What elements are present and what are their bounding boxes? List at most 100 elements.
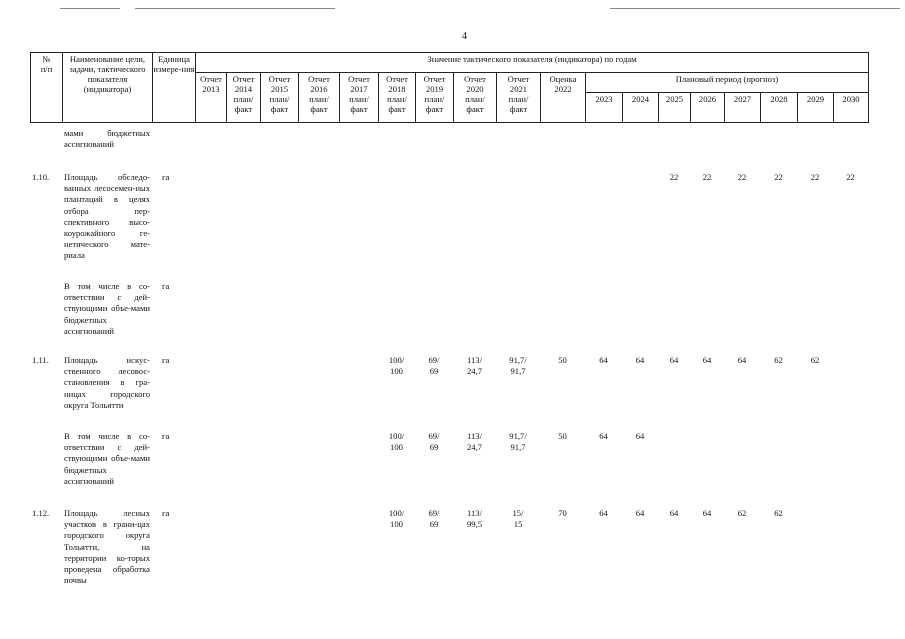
value-cell: 100/ 100	[388, 355, 405, 377]
value-cell	[226, 281, 260, 355]
row-number: 1.11.	[32, 355, 49, 365]
header-year: Оценка 2022	[540, 72, 586, 123]
value-cell	[690, 281, 724, 355]
header-year: Отчет 2013	[195, 72, 227, 123]
value-cell	[833, 431, 868, 508]
value-cell: 22	[669, 172, 679, 182]
value-cell	[195, 508, 226, 598]
value-cell: 50	[558, 355, 567, 365]
value-cell	[760, 281, 797, 355]
header-plan-year: 2024	[622, 92, 659, 123]
value-cell	[622, 128, 658, 172]
value-cell: 62	[774, 355, 783, 365]
value-cell	[226, 431, 260, 508]
indicator-name: Площадь искус-ственного лесовос-становле…	[64, 355, 150, 410]
value-cell	[415, 281, 453, 355]
value-cell: 22	[810, 172, 820, 182]
value-cell	[298, 128, 339, 172]
value-cell: 113/ 99,5	[466, 508, 483, 530]
value-cell	[724, 431, 760, 508]
value-cell: 113/ 24,7	[466, 355, 483, 377]
value-cell	[622, 172, 658, 281]
value-cell	[298, 508, 339, 598]
unit: га	[162, 431, 170, 441]
header-unit: Единица измере-ния	[152, 52, 196, 123]
table-row: 1.10. Площадь обследо-ванных лесосемен-ны…	[30, 172, 868, 281]
value-cell	[797, 128, 833, 172]
value-cell	[797, 508, 833, 598]
table-row: В том числе в со-ответствии с дей-ствующ…	[30, 431, 868, 508]
value-cell: 69/ 69	[428, 431, 440, 453]
value-cell	[496, 281, 540, 355]
scan-rule	[135, 8, 335, 9]
table-row: 1.12. Площадь лесных участков в грани-цах…	[30, 508, 868, 598]
value-cell	[195, 128, 226, 172]
value-cell	[415, 128, 453, 172]
value-cell: 64	[599, 355, 608, 365]
header-num: № п/п	[30, 52, 63, 123]
header-name: Наименование цели, задачи, тактического …	[62, 52, 153, 123]
header-plan-year: 2023	[585, 92, 623, 123]
value-cell	[339, 431, 378, 508]
value-cell	[415, 172, 453, 281]
value-cell: 100/ 100	[388, 508, 405, 530]
header-plan-group: Плановый период (прогноз)	[585, 72, 869, 93]
page-number: 4	[462, 31, 467, 42]
header-year: Отчет 2017 план/ факт	[339, 72, 379, 123]
value-cell	[690, 128, 724, 172]
value-cell	[260, 431, 298, 508]
value-cell	[622, 281, 658, 355]
unit: га	[162, 355, 170, 365]
value-cell	[585, 172, 622, 281]
table-row: мами бюджетных ассигнований	[30, 128, 868, 172]
scan-rule	[60, 8, 120, 9]
value-cell	[339, 355, 378, 431]
value-cell	[797, 281, 833, 355]
header-plan-year: 2027	[724, 92, 761, 123]
value-cell: 113/ 24,7	[466, 431, 483, 453]
value-cell: 62	[810, 355, 820, 365]
value-cell	[658, 431, 690, 508]
value-cell: 64	[702, 355, 712, 365]
value-cell	[378, 128, 415, 172]
unit	[152, 128, 195, 172]
value-cell	[226, 508, 260, 598]
indicator-name: мами бюджетных ассигнований	[64, 128, 150, 150]
table-row: В том числе в со-ответствии с дей-ствующ…	[30, 281, 868, 355]
table-row: 1.11. Площадь искус-ственного лесовос-ста…	[30, 355, 868, 431]
value-cell: 64	[669, 355, 679, 365]
value-cell	[260, 508, 298, 598]
value-cell: 22	[737, 172, 747, 182]
header-plan-year: 2025	[658, 92, 691, 123]
header-plan-year: 2029	[797, 92, 834, 123]
header-year: Отчет 2015 план/ факт	[260, 72, 299, 123]
indicator-table: мами бюджетных ассигнований 1.10. Площадь …	[30, 128, 868, 598]
value-cell	[690, 431, 724, 508]
value-cell	[540, 172, 585, 281]
unit: га	[162, 281, 170, 291]
value-cell	[833, 508, 868, 598]
value-cell	[833, 355, 868, 431]
row-number	[30, 281, 62, 355]
value-cell	[496, 172, 540, 281]
row-number	[30, 431, 62, 508]
value-cell	[260, 281, 298, 355]
value-cell	[260, 355, 298, 431]
header-year: Отчет 2019 план/ факт	[415, 72, 454, 123]
value-cell	[339, 281, 378, 355]
value-cell: 70	[558, 508, 567, 518]
value-cell	[226, 172, 260, 281]
value-cell	[760, 431, 797, 508]
value-cell: 22	[702, 172, 712, 182]
value-cell	[658, 128, 690, 172]
value-cell	[298, 172, 339, 281]
value-cell: 100/ 100	[388, 431, 405, 453]
value-cell: 69/ 69	[428, 508, 440, 530]
value-cell	[585, 128, 622, 172]
value-cell: 69/ 69	[428, 355, 440, 377]
value-cell	[797, 431, 833, 508]
indicator-name: В том числе в со-ответствии с дей-ствующ…	[64, 431, 150, 486]
value-cell	[496, 128, 540, 172]
value-cell	[298, 355, 339, 431]
value-cell	[195, 431, 226, 508]
